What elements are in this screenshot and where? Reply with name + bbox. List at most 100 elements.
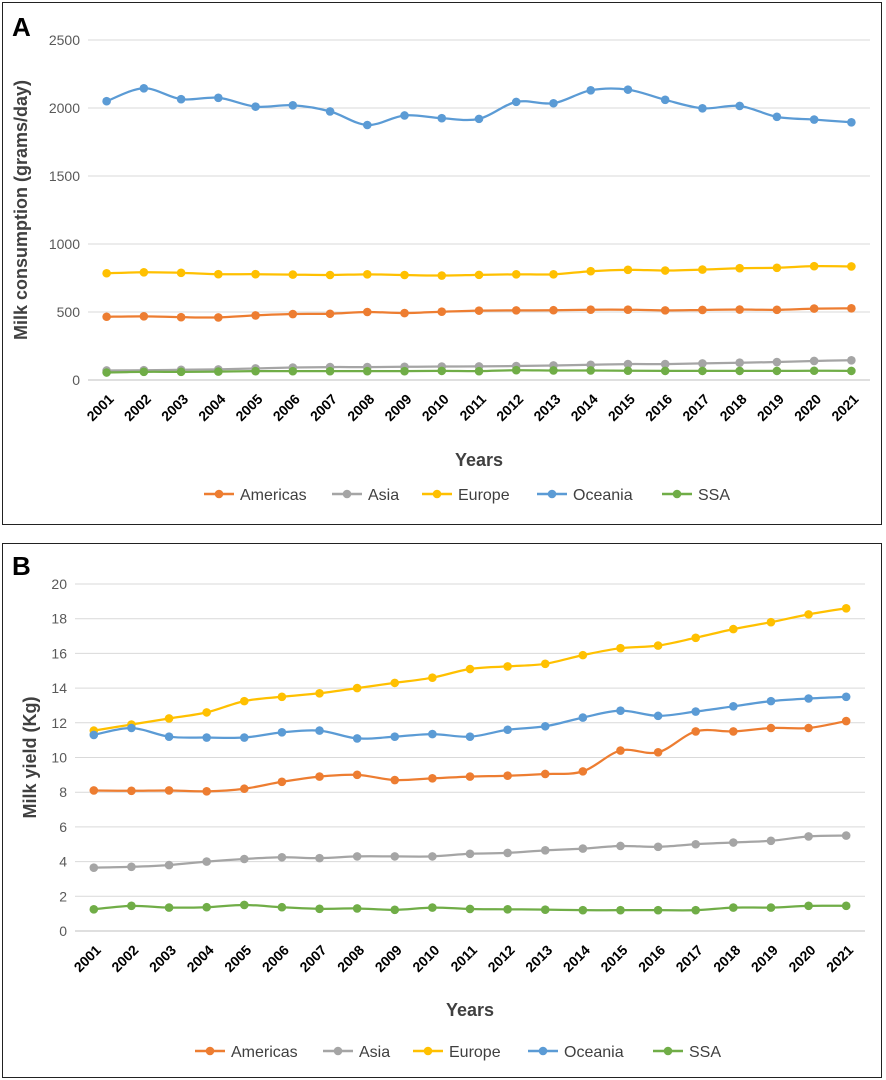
chart-b-legend-label-americas: Americas bbox=[231, 1044, 298, 1061]
chart-b-point-americas bbox=[89, 786, 99, 795]
chart-b-point-europe bbox=[352, 683, 362, 693]
chart-b-point-europe bbox=[616, 643, 625, 653]
chart-a-point-ssa bbox=[400, 366, 409, 376]
chart-a-legend-marker-europe bbox=[432, 489, 442, 499]
chart-b-legend-label-asia: Asia bbox=[359, 1044, 390, 1061]
chart-b-x-tick-label: 2021 bbox=[823, 942, 856, 975]
chart-b-y-tick-label: 16 bbox=[51, 645, 67, 661]
chart-b-point-asia bbox=[390, 852, 400, 861]
chart-b-point-ssa bbox=[89, 905, 99, 914]
chart-b-y-tick-label: 8 bbox=[59, 784, 67, 800]
chart-a-point-asia bbox=[623, 359, 633, 369]
chart-a-point-americas bbox=[809, 304, 819, 313]
chart-a-point-americas bbox=[660, 306, 670, 315]
chart-b-point-asia bbox=[315, 853, 324, 863]
chart-a-x-tick-label: 2019 bbox=[754, 391, 787, 424]
chart-a-point-oceania bbox=[660, 95, 670, 105]
chart-a-point-oceania bbox=[586, 86, 596, 95]
chart-b-point-ssa bbox=[503, 905, 512, 914]
chart-b-point-asia bbox=[653, 842, 663, 852]
chart-a-point-oceania bbox=[325, 107, 335, 116]
chart-b-point-ssa bbox=[164, 903, 174, 912]
chart-a-point-americas bbox=[847, 304, 856, 313]
chart-a-point-europe bbox=[176, 268, 186, 278]
chart-b-point-europe bbox=[653, 641, 663, 650]
chart-a-y-tick-label: 2000 bbox=[49, 100, 80, 116]
chart-panel-a: A 0 500 1000 1500 2000 2500 2001 2002 2003 2004 200… bbox=[2, 2, 882, 525]
chart-b-y-tick-label: 12 bbox=[51, 715, 67, 731]
chart-a-legend-marker-asia bbox=[342, 489, 352, 499]
chart-b-point-ssa bbox=[616, 905, 625, 915]
chart-b-point-americas bbox=[239, 784, 249, 794]
chart-a-x-tick-label: 2013 bbox=[530, 391, 563, 424]
chart-b-point-ssa bbox=[804, 901, 813, 911]
chart-b-point-asia bbox=[578, 844, 588, 853]
chart-b-point-asia bbox=[465, 849, 475, 859]
chart-b-point-europe bbox=[729, 624, 738, 634]
chart-b-point-oceania bbox=[841, 692, 851, 702]
chart-b-x-tick-label: 2014 bbox=[560, 942, 593, 975]
chart-a-point-europe bbox=[437, 271, 447, 280]
chart-a-point-americas bbox=[400, 308, 409, 318]
chart-b-x-tick-label: 2009 bbox=[372, 942, 405, 975]
chart-a-y-tick-label: 500 bbox=[57, 304, 81, 320]
chart-a-point-ssa bbox=[586, 366, 596, 375]
chart-a-point-oceania bbox=[251, 102, 260, 111]
chart-a-legend-marker-ssa bbox=[672, 489, 682, 499]
chart-a-point-americas bbox=[474, 306, 484, 315]
chart-b-point-americas bbox=[390, 775, 400, 785]
chart-b-point-americas bbox=[691, 727, 701, 736]
chart-b-y-tick-label: 18 bbox=[51, 611, 67, 627]
chart-b-point-oceania bbox=[428, 729, 437, 739]
chart-a-legend-marker-oceania bbox=[547, 489, 557, 499]
chart-a-point-asia bbox=[847, 355, 856, 365]
chart-a-point-oceania bbox=[474, 114, 484, 124]
chart-a-legend-label-asia: Asia bbox=[368, 487, 399, 504]
chart-b-point-europe bbox=[428, 673, 437, 682]
chart-b-point-oceania bbox=[277, 728, 287, 737]
chart-a-point-americas bbox=[139, 312, 149, 321]
chart-b-point-ssa bbox=[390, 905, 400, 915]
chart-b-point-americas bbox=[804, 723, 813, 733]
chart-b-point-americas bbox=[616, 746, 625, 755]
chart-a-point-oceania bbox=[698, 103, 707, 113]
chart-b-x-tick-label: 2002 bbox=[108, 942, 141, 975]
chart-b-y-tick-label: 14 bbox=[51, 680, 67, 696]
chart-a-point-ssa bbox=[139, 367, 149, 377]
chart-b-point-americas bbox=[841, 716, 851, 726]
chart-a-point-americas bbox=[102, 312, 111, 322]
chart-b-point-asia bbox=[691, 839, 701, 849]
chart-b-x-tick-label: 2005 bbox=[221, 942, 254, 975]
chart-a-point-americas bbox=[176, 312, 186, 322]
chart-b-point-ssa bbox=[277, 902, 287, 912]
chart-b-point-ssa bbox=[841, 901, 851, 911]
chart-b-point-europe bbox=[766, 617, 776, 627]
chart-b-x-tick-label: 2012 bbox=[484, 942, 517, 975]
chart-b-point-europe bbox=[503, 662, 512, 671]
chart-a-point-oceania bbox=[362, 120, 372, 130]
chart-b-point-ssa bbox=[578, 905, 588, 915]
chart-b-point-europe bbox=[540, 659, 550, 669]
chart-a-x-tick-label: 2021 bbox=[828, 391, 861, 424]
chart-b-y-tick-label: 2 bbox=[59, 888, 67, 904]
chart-a-point-americas bbox=[586, 305, 596, 314]
chart-b-point-americas bbox=[202, 787, 211, 796]
chart-a-x-axis-title: Years bbox=[455, 450, 503, 470]
chart-a-point-oceania bbox=[735, 101, 744, 111]
chart-b-point-ssa bbox=[239, 900, 249, 910]
chart-a-point-europe bbox=[847, 262, 856, 271]
chart-a-point-oceania bbox=[288, 100, 298, 110]
chart-a-x-tick-label: 2002 bbox=[121, 391, 154, 424]
chart-a-point-ssa bbox=[214, 367, 223, 376]
chart-b-point-asia bbox=[616, 841, 625, 851]
chart-b-point-oceania bbox=[729, 702, 738, 711]
chart-b-x-tick-label: 2018 bbox=[710, 942, 743, 975]
chart-b-point-europe bbox=[841, 603, 851, 613]
chart-a-point-europe bbox=[623, 265, 633, 275]
chart-a-point-oceania bbox=[214, 93, 223, 103]
chart-a-point-ssa bbox=[847, 366, 856, 376]
chart-b-point-americas bbox=[277, 777, 287, 787]
chart-a-x-tick-label: 2018 bbox=[716, 391, 749, 424]
chart-b-point-ssa bbox=[202, 902, 211, 912]
